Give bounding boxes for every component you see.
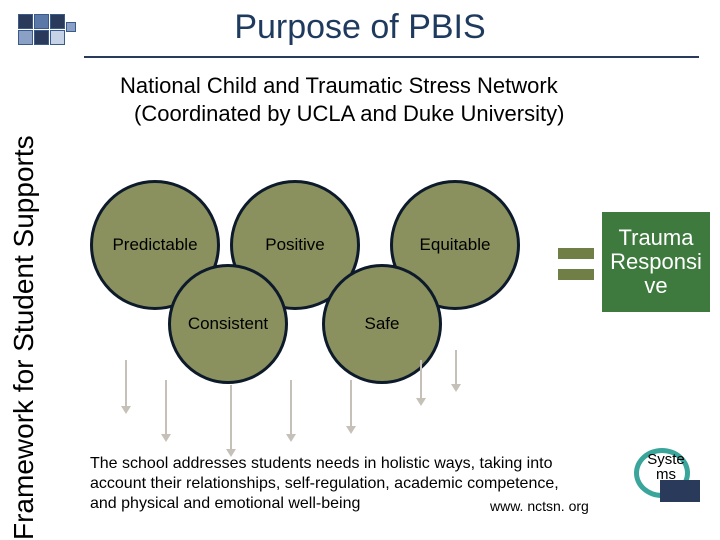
- systems-ring-fill: [660, 480, 700, 502]
- down-arrow: [230, 385, 232, 451]
- equals-bar-bottom: [558, 269, 594, 280]
- concept-circle-label: Consistent: [188, 314, 268, 334]
- title-underline: [84, 56, 699, 58]
- subtitle-line1: National Child and Traumatic Stress Netw…: [120, 72, 660, 100]
- vertical-label: Framework for Student Supports: [8, 135, 40, 540]
- down-arrow: [290, 380, 292, 436]
- subtitle-line2: (Coordinated by UCLA and Duke University…: [120, 100, 660, 128]
- equals-sign: [558, 248, 594, 290]
- systems-label: Syste ms: [638, 452, 694, 482]
- result-box: Trauma Responsi ve: [602, 212, 710, 312]
- equals-bar-top: [558, 248, 594, 259]
- concept-circle-label: Positive: [265, 235, 325, 255]
- down-arrow: [455, 350, 457, 386]
- page-title: Purpose of PBIS: [0, 8, 720, 47]
- footer-url: www. nctsn. org: [490, 498, 589, 514]
- concept-circle: Consistent: [168, 264, 288, 384]
- subtitle: National Child and Traumatic Stress Netw…: [120, 72, 660, 127]
- concept-circle: Safe: [322, 264, 442, 384]
- down-arrow: [125, 360, 127, 408]
- down-arrow: [420, 360, 422, 400]
- concept-circle-label: Equitable: [420, 235, 491, 255]
- circles-group: Predictable Positive Equitable Consistent Sa…: [90, 180, 560, 380]
- concept-circle-label: Predictable: [112, 235, 197, 255]
- down-arrow: [350, 380, 352, 428]
- result-label: Trauma Responsi ve: [602, 226, 710, 299]
- concept-circle-label: Safe: [365, 314, 400, 334]
- down-arrow: [165, 380, 167, 436]
